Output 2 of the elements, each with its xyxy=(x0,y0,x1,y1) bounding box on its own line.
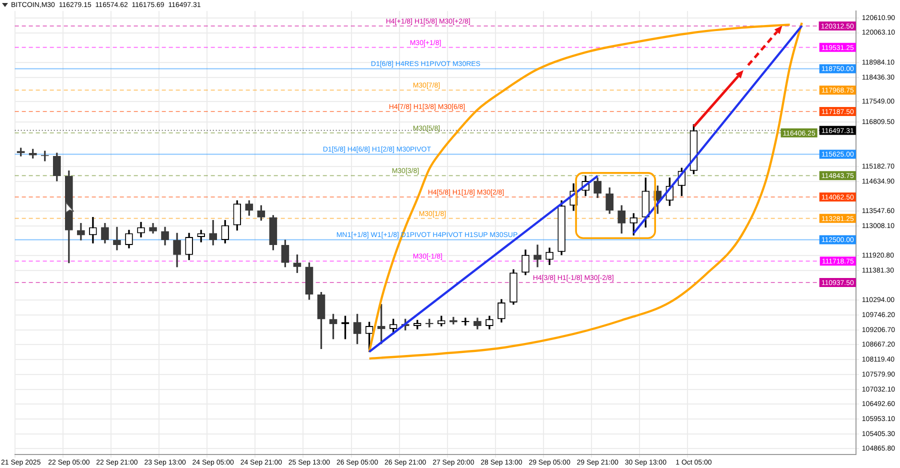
candlestick xyxy=(534,244,542,268)
candlestick xyxy=(113,226,121,250)
